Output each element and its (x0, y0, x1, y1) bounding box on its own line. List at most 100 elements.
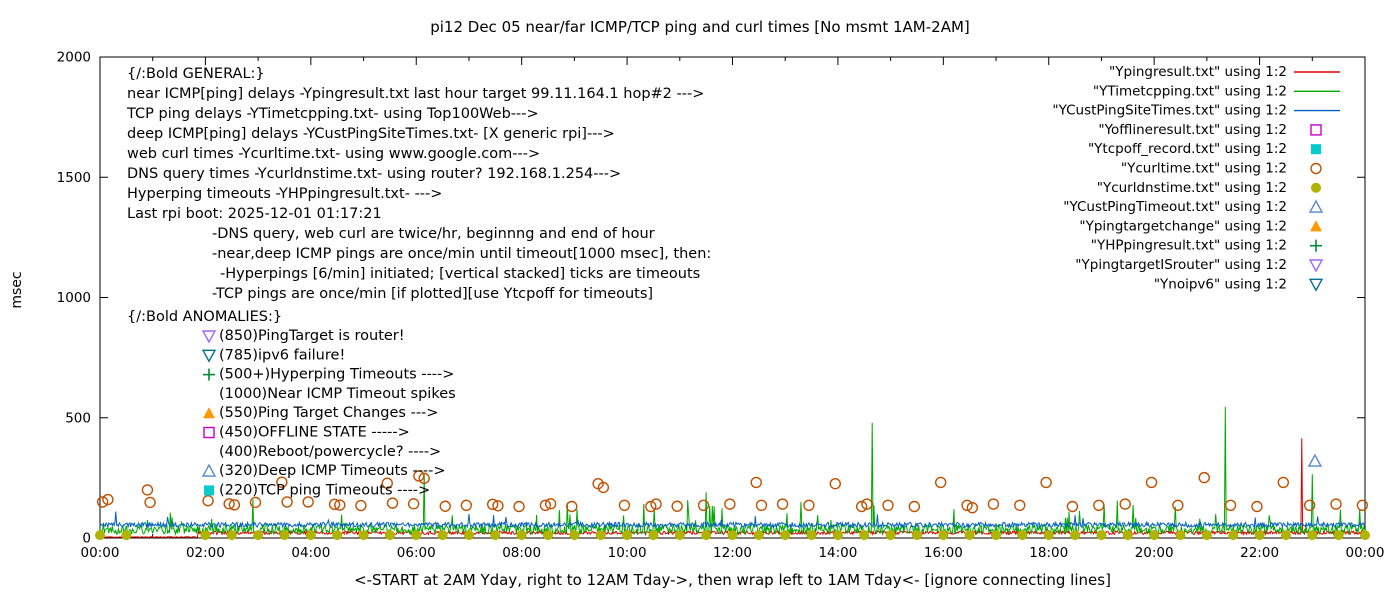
circle-filled-icon (911, 530, 922, 541)
circle-filled-icon (95, 530, 105, 541)
circle-open-icon (486, 498, 499, 511)
circle-filled-icon (1122, 530, 1133, 541)
circle-filled-icon (463, 530, 474, 541)
legend-entry: "YTimetcpping.txt" using 1:2 (1093, 83, 1340, 99)
series-YCustPingSiteTimes (99, 511, 1366, 530)
general-line: deep ICMP[ping] delays -YCustPingSiteTim… (127, 126, 615, 142)
triangle-open-icon (1308, 199, 1324, 213)
legend-entry: "Yofflineresult.txt" using 1:2 (1098, 122, 1322, 138)
anomalies-header: {/:Bold ANOMALIES:} (127, 309, 282, 325)
y-tick-label: 0 (82, 531, 91, 547)
triangle-open-icon (1307, 453, 1323, 467)
x-tick-label: 10:00 (608, 545, 647, 561)
y-tick-label: 1500 (57, 170, 91, 186)
circle-open-icon (776, 498, 789, 510)
y-tick-label: 2000 (57, 50, 91, 66)
x-tick-label: 22:00 (1240, 545, 1279, 561)
legend-label: "YTimetcpping.txt" using 1:2 (1093, 83, 1287, 99)
circle-open-icon (1224, 499, 1237, 511)
circle-filled-icon (674, 530, 685, 541)
circle-filled-icon (437, 530, 448, 541)
x-tick-label: 18:00 (1029, 545, 1068, 561)
x-tick-label: 12:00 (713, 545, 752, 561)
x-tick-label: 00:00 (1346, 545, 1385, 561)
circle-filled-icon (1333, 530, 1344, 541)
circle-filled-icon (1175, 530, 1186, 541)
circle-filled-icon (885, 530, 896, 541)
legend-entry: "Ytcpoff_record.txt" using 1:2 (1088, 141, 1321, 157)
y-tick-label: 1000 (57, 290, 91, 306)
circle-open-icon (966, 501, 979, 514)
general-line: near ICMP[ping] delays -Ypingresult.txt … (127, 86, 704, 102)
legend-label: "Ytcpoff_record.txt" using 1:2 (1088, 141, 1287, 157)
anomaly-item: (500+)Hyperping Timeouts ----> (219, 367, 454, 383)
circle-filled-icon (1043, 530, 1054, 541)
x-tick-label: 04:00 (291, 545, 330, 561)
circle-open-icon (228, 499, 241, 511)
circle-open-icon (1172, 499, 1184, 511)
points-Ycurldnstime (95, 530, 1370, 541)
circle-filled-icon (964, 530, 975, 541)
legend-label: "YHPpingresult.txt" using 1:2 (1091, 238, 1287, 254)
circle-open-icon (861, 498, 873, 510)
circle-open-icon (544, 498, 557, 510)
triangle-open-icon (201, 463, 217, 477)
general-line: -TCP pings are once/min [if plotted][use… (212, 286, 653, 302)
anomaly-item: (785)ipv6 failure! (219, 347, 345, 363)
circle-open-icon (460, 499, 473, 511)
circle-open-icon (439, 500, 451, 512)
anomaly-item: (320)Deep ICMP Timeouts ----> (219, 463, 446, 479)
circle-open-icon (223, 498, 235, 510)
circle-filled-icon (332, 530, 343, 541)
circle-filled-icon (1228, 530, 1239, 541)
circle-open-icon (144, 496, 156, 509)
points-YCustPingTimeout (1307, 453, 1323, 467)
circle-open-icon (334, 499, 346, 511)
x-tick-label: 08:00 (502, 545, 541, 561)
x-axis-label: <-START at 2AM Yday, right to 12AM Tday-… (354, 571, 1111, 589)
legend-label: "Ypingtargetchange" using 1:2 (1079, 218, 1287, 234)
circle-filled-icon (595, 530, 606, 541)
circle-open-icon (513, 500, 525, 513)
circle-open-icon (302, 496, 314, 508)
triangle-filled-icon (1310, 220, 1322, 232)
point-series (95, 453, 1370, 541)
general-line: -near,deep ICMP pings are once/min until… (212, 246, 711, 262)
legend: "Ypingresult.txt" using 1:2 "YTimetcpping… (1052, 64, 1340, 292)
circle-open-icon (803, 499, 815, 511)
circle-filled-icon (490, 530, 501, 541)
circle-filled-icon (1149, 530, 1160, 541)
circle-open-icon (1277, 476, 1290, 489)
circle-filled-icon (305, 530, 316, 541)
general-line: -Hyperpings [6/min] initiated; [vertical… (220, 266, 700, 282)
circle-open-icon (202, 495, 214, 507)
circle-filled-icon (543, 530, 554, 541)
circle-filled-icon (411, 530, 422, 541)
legend-entry: "YCustPingSiteTimes.txt" using 1:2 (1052, 103, 1340, 119)
general-line: {/:Bold GENERAL:} (127, 66, 265, 82)
circle-filled-icon (1307, 530, 1318, 541)
circle-filled-icon (1254, 530, 1265, 541)
circle-open-icon (102, 493, 114, 506)
circle-open-icon (1330, 498, 1342, 510)
legend-label: "YCustPingTimeout.txt" using 1:2 (1063, 199, 1287, 215)
circle-open-icon (249, 496, 262, 509)
circle-open-icon (1066, 500, 1079, 513)
circle-filled-icon (1311, 182, 1321, 193)
x-tick-label: 14:00 (818, 545, 857, 561)
circle-filled-icon (279, 530, 290, 541)
legend-label: "Ycurldnstime.txt" using 1:2 (1097, 180, 1287, 196)
circle-open-icon (961, 499, 973, 511)
general-line: Hyperping timeouts -YHPpingresult.txt- -… (127, 186, 442, 202)
chart-title: pi12 Dec 05 near/far ICMP/TCP ping and c… (430, 18, 970, 36)
circle-filled-icon (253, 530, 264, 541)
circle-open-icon (750, 476, 762, 489)
circle-filled-icon (1201, 530, 1212, 541)
circle-open-icon (566, 500, 578, 513)
circle-filled-icon (648, 530, 659, 541)
circle-filled-icon (1070, 530, 1081, 541)
circle-filled-icon (622, 530, 633, 541)
circle-open-icon (141, 484, 154, 496)
circle-filled-icon (832, 530, 843, 541)
